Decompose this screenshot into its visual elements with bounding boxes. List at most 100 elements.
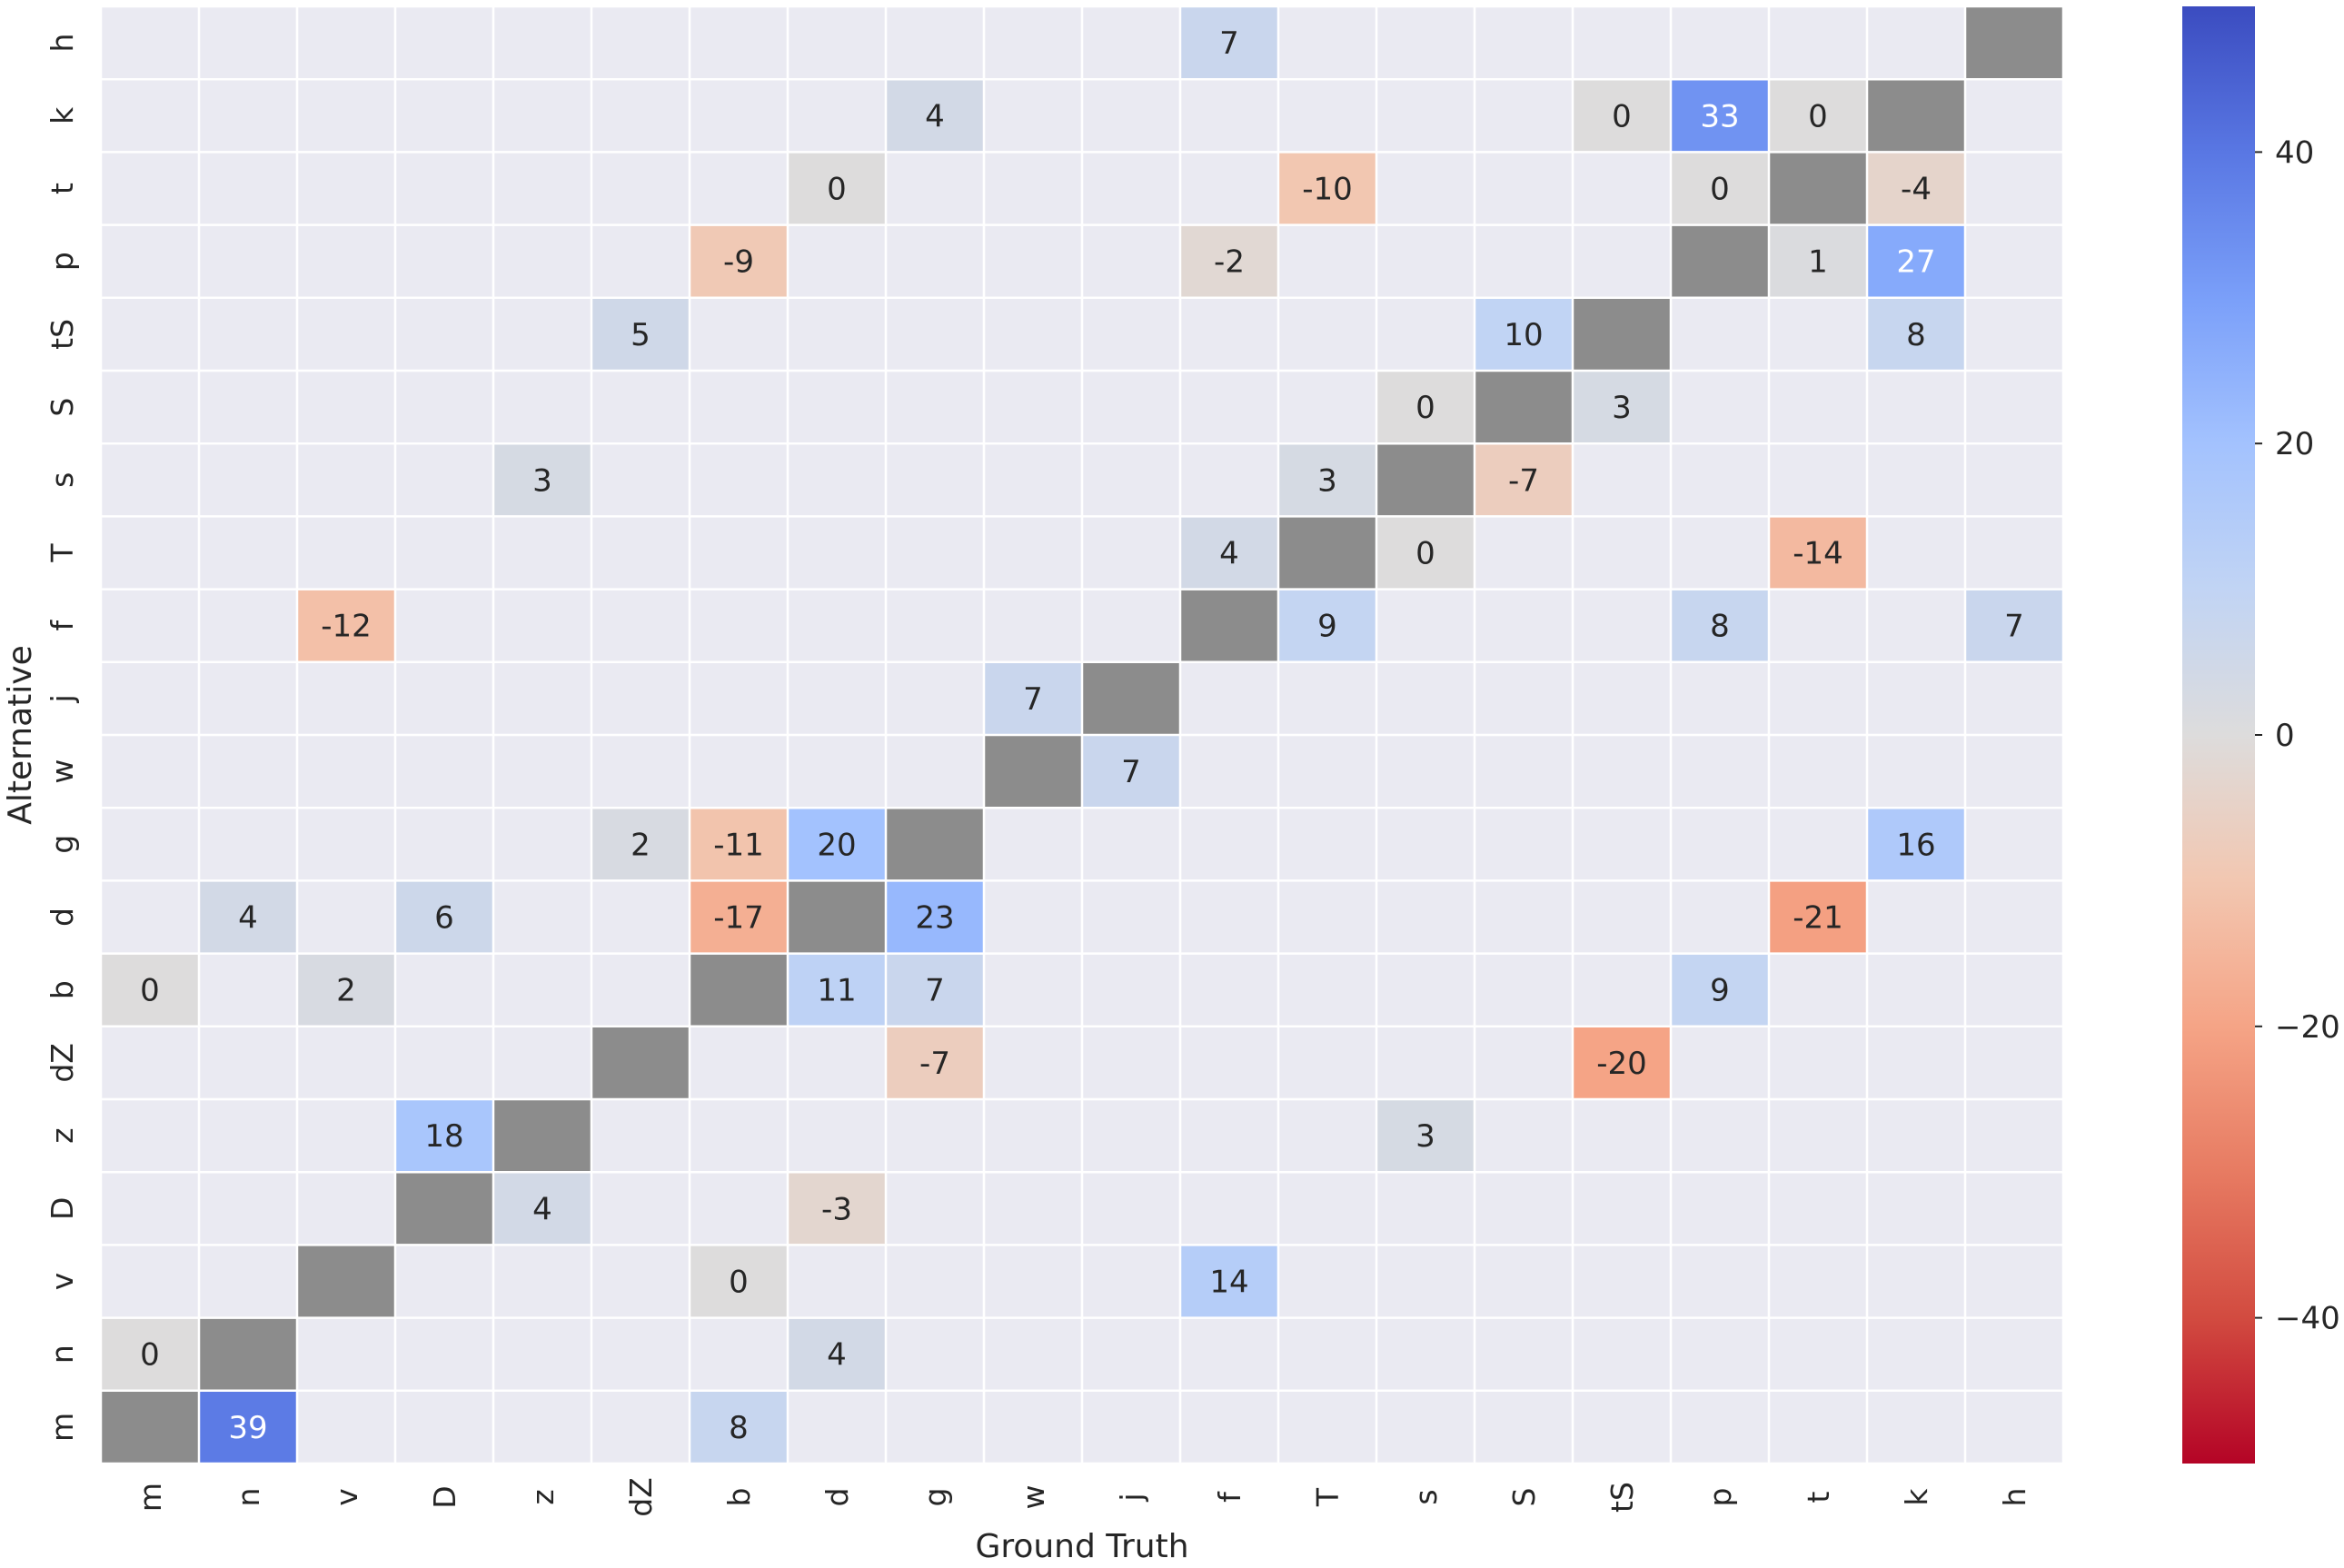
cell-T-f [1180,516,1278,590]
colorbar-tick-label: 0 [2275,718,2295,754]
y-tick-label: f [45,620,80,631]
cell-b-m [101,953,199,1027]
y-tick-label: D [45,1197,80,1220]
masked-cell-g [886,808,984,881]
cell-p-k [1867,224,1965,298]
cell-s-z [493,443,591,517]
cell-j-w [984,661,1082,735]
masked-cell-t [1769,152,1867,225]
masked-cell-m [101,1390,199,1464]
cell-value-g-k: 16 [1896,827,1935,863]
cell-h-f [1180,6,1278,80]
y-tick-label: b [45,980,80,999]
masked-cell-S [1475,371,1573,444]
cell-v-f [1180,1245,1278,1318]
heatmap-cells [101,6,2063,1464]
masked-cell-T [1278,516,1376,590]
cell-value-s-T: 3 [1317,462,1337,499]
y-tick-label: s [45,472,80,488]
y-tick-label: d [45,908,80,927]
cell-g-k [1867,808,1965,881]
masked-cell-w [984,735,1082,809]
cell-S-tS [1573,371,1671,444]
masked-cell-v [297,1245,395,1318]
x-tick-label: t [1801,1491,1836,1503]
colorbar [2182,6,2255,1464]
cell-g-b [690,808,788,881]
y-tick-label: S [45,398,80,417]
masked-cell-z [493,1099,591,1173]
cell-value-h-f: 7 [1219,25,1239,62]
x-tick-label: m [133,1483,168,1512]
y-axis-ticks: h k t p tS Ss Tf j w g d b dZ z Dv n m [45,34,80,1442]
cell-g-dZ [591,808,690,881]
masked-cell-f [1180,589,1278,662]
cell-value-t-d: 0 [827,172,847,208]
cell-b-g [886,953,984,1027]
cell-value-j-w: 7 [1023,681,1043,718]
cell-D-z [493,1172,591,1245]
cell-value-b-p: 9 [1710,973,1730,1009]
cell-t-T [1278,152,1376,225]
cell-value-k-p: 33 [1700,98,1739,134]
cell-value-f-T: 9 [1317,609,1337,645]
cell-b-d [788,953,886,1027]
y-axis-title: Alternative [2,645,39,825]
cell-t-k [1867,152,1965,225]
cell-value-d-t: -21 [1793,900,1843,937]
masked-cell-j [1082,661,1180,735]
cell-b-v [297,953,395,1027]
y-tick-label: z [45,1127,80,1143]
masked-cell-d [788,880,886,954]
masked-cell-D [395,1172,493,1245]
cell-m-b [690,1390,788,1464]
y-tick-label: w [45,759,80,784]
cell-d-D [395,880,493,954]
cell-n-d [788,1317,886,1391]
cell-tS-dZ [591,297,690,371]
cell-T-t [1769,516,1867,590]
cell-dZ-tS [1573,1026,1671,1099]
y-tick-label: m [45,1413,80,1442]
masked-cell-b [690,953,788,1027]
cell-value-T-f: 4 [1219,536,1239,572]
cell-k-g [886,79,984,153]
cell-value-g-d: 20 [817,827,856,863]
colorbar-tick-label: 20 [2275,426,2314,462]
cell-value-v-f: 14 [1209,1265,1248,1301]
cell-d-t [1769,880,1867,954]
heatmap-grid [99,5,2065,1465]
cell-value-k-g: 4 [925,98,945,134]
cell-d-g [886,880,984,954]
cell-value-D-z: 4 [532,1191,552,1227]
masked-cell-h [1965,6,2063,80]
y-tick-label: k [45,106,80,124]
masked-cell-dZ [591,1026,690,1099]
cell-value-d-b: -17 [713,900,764,937]
cell-value-n-m: 0 [140,1337,160,1374]
cell-v-b [690,1245,788,1318]
cell-t-p [1671,152,1769,225]
x-tick-label: g [918,1488,953,1507]
cell-s-S [1475,443,1573,517]
x-tick-label: z [525,1489,561,1504]
cell-value-T-t: -14 [1793,536,1843,572]
cell-value-T-s: 0 [1415,536,1435,572]
x-tick-label: b [721,1488,757,1507]
cell-z-s [1376,1099,1475,1173]
cell-f-h [1965,589,2063,662]
cell-d-n [199,880,297,954]
cell-value-b-d: 11 [817,973,856,1009]
cell-value-s-z: 3 [532,462,552,499]
x-tick-label: s [1408,1489,1444,1504]
cell-f-T [1278,589,1376,662]
cell-value-g-dZ: 2 [631,827,651,863]
cell-m-n [199,1390,297,1464]
cell-s-T [1278,443,1376,517]
colorbar-tick-label: 40 [2275,134,2314,171]
cell-w-j [1082,735,1180,809]
cell-value-w-j: 7 [1121,754,1141,790]
colorbar-ticks: 40 20 0 −20 −40 [2255,134,2340,1337]
cell-value-d-n: 4 [238,900,258,937]
